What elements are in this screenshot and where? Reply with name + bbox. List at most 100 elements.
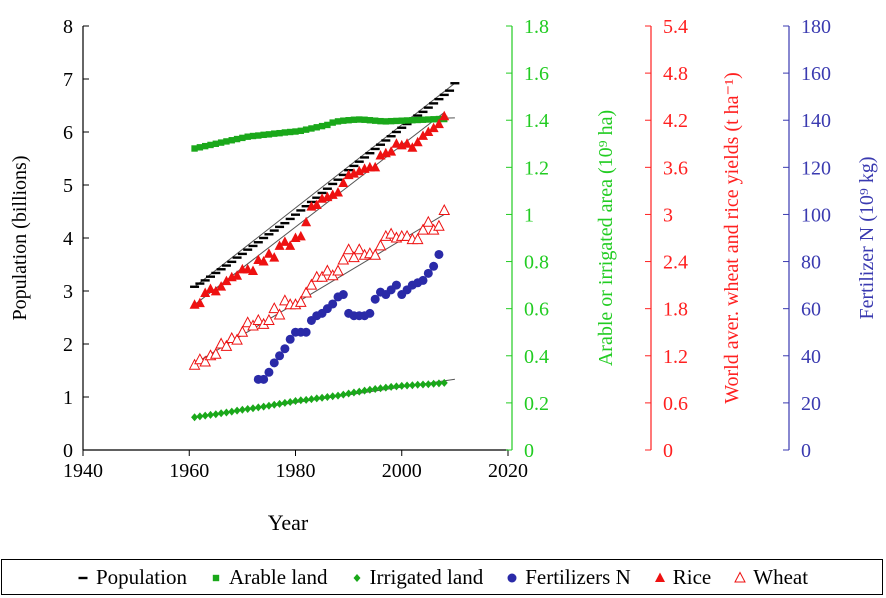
data-point xyxy=(238,405,246,414)
data-point xyxy=(280,344,290,354)
data-point xyxy=(435,379,443,388)
data-point xyxy=(275,225,285,229)
fertilizer-tick-label: 40 xyxy=(801,346,821,368)
series-arable-land xyxy=(191,115,448,152)
data-point xyxy=(300,286,312,298)
area-tick-label: 1.6 xyxy=(524,63,549,85)
data-point xyxy=(403,381,411,390)
data-point xyxy=(377,117,384,125)
data-point xyxy=(232,270,243,280)
data-point xyxy=(276,399,284,408)
data-point xyxy=(366,385,374,394)
data-point xyxy=(402,138,413,148)
data-point xyxy=(317,191,327,195)
data-point xyxy=(398,381,406,390)
data-point xyxy=(428,122,439,133)
data-point xyxy=(201,411,209,420)
data-point xyxy=(392,382,400,391)
data-point xyxy=(241,316,254,328)
fertilizer-tick-label: 0 xyxy=(801,440,811,462)
data-point xyxy=(334,118,342,125)
data-point xyxy=(211,271,221,275)
data-point xyxy=(292,128,299,135)
data-point xyxy=(386,135,396,138)
data-point xyxy=(329,119,336,126)
area-tick-label: 1 xyxy=(524,204,534,226)
data-point xyxy=(439,93,449,97)
population-tick-label: 3 xyxy=(63,281,73,303)
fertilizer-axis-label: Fertilizer N (10⁹ kg) xyxy=(856,156,878,319)
data-point xyxy=(307,395,315,404)
data-point xyxy=(353,243,366,255)
data-point xyxy=(382,383,390,392)
data-point xyxy=(232,256,242,259)
data-point xyxy=(339,390,347,399)
legend-symbol xyxy=(654,572,665,582)
data-point xyxy=(264,233,274,236)
data-point xyxy=(243,248,253,251)
data-point xyxy=(244,133,251,140)
series-fertilizers-n xyxy=(253,249,444,384)
data-point xyxy=(369,248,382,260)
data-point xyxy=(217,139,225,146)
data-point xyxy=(249,404,257,413)
data-point xyxy=(292,397,299,406)
series-wheat xyxy=(188,203,451,370)
data-point xyxy=(196,412,204,421)
data-point xyxy=(422,215,435,227)
data-point xyxy=(302,126,310,133)
data-point xyxy=(418,275,428,285)
data-point xyxy=(402,122,412,126)
data-point xyxy=(253,241,263,244)
legend-symbol xyxy=(78,576,88,580)
data-point xyxy=(429,102,439,105)
data-point xyxy=(196,144,204,151)
population-tick-label: 7 xyxy=(63,69,73,91)
data-point xyxy=(318,393,326,402)
area-tick-label: 0.2 xyxy=(524,393,549,415)
data-point xyxy=(237,252,247,256)
population-tick-label: 0 xyxy=(63,440,73,462)
legend-label: Wheat xyxy=(753,564,809,589)
data-point xyxy=(212,410,220,419)
area-axis-label: Arable or irrigated area (10⁹ ha) xyxy=(595,110,617,366)
legend-marker-diamond xyxy=(353,574,360,582)
data-point xyxy=(433,118,444,129)
data-point xyxy=(418,110,428,114)
data-point xyxy=(286,397,294,406)
data-point xyxy=(273,308,286,320)
population-tick-label: 2 xyxy=(63,334,73,356)
data-point xyxy=(425,116,432,123)
data-point xyxy=(318,122,326,130)
population-tick-label: 8 xyxy=(63,16,73,38)
data-point xyxy=(297,127,305,135)
data-point xyxy=(252,313,265,325)
fertilizer-tick-label: 100 xyxy=(801,204,831,226)
yield-tick-label: 0.6 xyxy=(663,393,688,415)
data-point xyxy=(311,199,322,210)
data-point xyxy=(259,374,269,384)
data-point xyxy=(263,313,275,325)
data-point xyxy=(419,380,427,389)
data-point xyxy=(297,396,305,405)
data-point xyxy=(210,285,221,296)
data-point xyxy=(338,173,348,177)
data-point xyxy=(424,380,432,389)
data-point xyxy=(233,135,241,143)
legend-label: Arable land xyxy=(228,564,328,589)
data-point xyxy=(342,243,355,255)
data-point xyxy=(265,131,273,138)
data-point xyxy=(207,410,214,419)
data-point xyxy=(391,130,401,134)
legend-marker-triangle xyxy=(654,572,665,582)
population-tick-label: 5 xyxy=(63,175,73,197)
data-point xyxy=(199,355,212,367)
data-point xyxy=(417,223,429,235)
data-point xyxy=(430,116,437,123)
data-point xyxy=(274,240,285,250)
yield-tick-label: 1.2 xyxy=(663,346,688,368)
data-point xyxy=(387,382,395,391)
data-point xyxy=(223,138,230,145)
data-point xyxy=(255,132,262,139)
data-point xyxy=(414,380,422,389)
